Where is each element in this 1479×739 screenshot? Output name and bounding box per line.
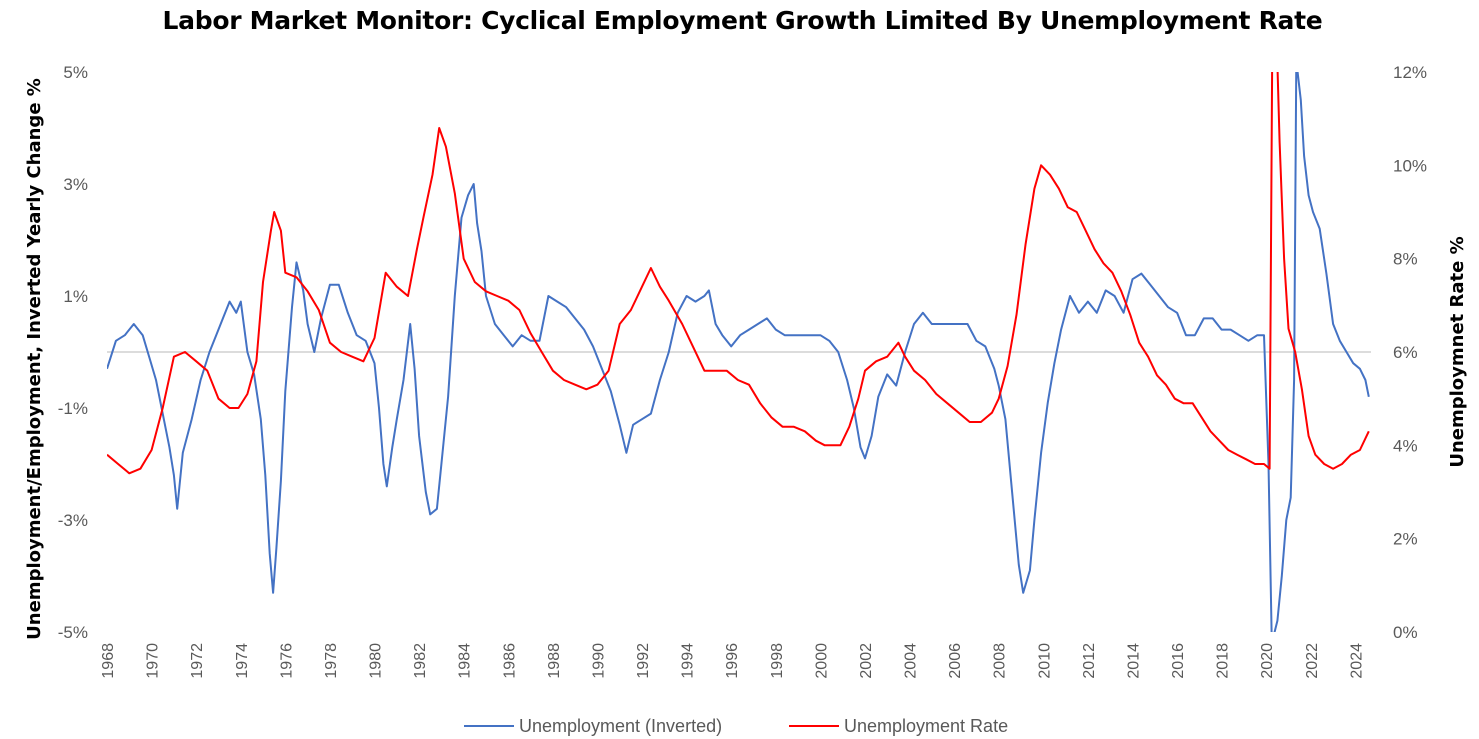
x-tick-label: 2002 xyxy=(858,643,875,679)
x-tick-label: 2006 xyxy=(947,643,964,679)
y-left-tick-label: 1% xyxy=(63,287,88,306)
x-tick-label: 1970 xyxy=(145,643,162,679)
legend-label-unemployment-rate: Unemployment Rate xyxy=(844,716,1008,736)
x-tick-label: 2018 xyxy=(1215,643,1232,679)
legend: Unemployment (Inverted) Unemployment Rat… xyxy=(464,716,1008,736)
y-left-tick-label: -1% xyxy=(58,399,88,418)
y-right-tick-label: 10% xyxy=(1393,156,1427,175)
y-right-tick-label: 2% xyxy=(1393,530,1418,549)
x-tick-label: 2016 xyxy=(1170,643,1187,679)
x-tick-label: 1992 xyxy=(635,643,652,679)
x-tick-label: 1972 xyxy=(189,643,206,679)
y-right-tick-label: 12% xyxy=(1393,63,1427,82)
y-right-axis-title: Unemploymnet Rate % xyxy=(1447,236,1468,467)
series-line-unemployment-inverted xyxy=(107,72,1370,632)
y-right-tick-label: 4% xyxy=(1393,436,1418,455)
chart-title: Labor Market Monitor: Cyclical Employmen… xyxy=(162,6,1323,35)
x-tick-label: 1968 xyxy=(100,643,117,679)
series-line-unemployment-rate xyxy=(107,72,1370,475)
y-left-tick-label: 3% xyxy=(63,175,88,194)
x-tick-label: 2024 xyxy=(1348,643,1365,679)
y-right-tick-label: 6% xyxy=(1393,343,1418,362)
x-tick-label: 2000 xyxy=(813,643,830,679)
y-left-tick-label: 5% xyxy=(63,63,88,82)
x-tick-label: 1986 xyxy=(501,643,518,679)
x-tick-label: 1988 xyxy=(546,643,563,679)
x-tick-label: 1990 xyxy=(590,643,607,679)
x-tick-label: 2022 xyxy=(1304,643,1321,679)
x-tick-label: 2004 xyxy=(903,643,920,679)
x-tick-label: 1980 xyxy=(368,643,385,679)
y-right-tick-label: 8% xyxy=(1393,250,1418,269)
y-left-tick-label: -3% xyxy=(58,511,88,530)
x-tick-label: 2012 xyxy=(1081,643,1098,679)
x-tick-label: 1982 xyxy=(412,643,429,679)
x-tick-label: 1978 xyxy=(323,643,340,679)
x-tick-label: 1976 xyxy=(278,643,295,679)
legend-label-unemployment-inverted: Unemployment (Inverted) xyxy=(519,716,722,736)
x-tick-label: 1994 xyxy=(680,643,697,679)
y-left-tick-label: -5% xyxy=(58,623,88,642)
x-tick-label: 1998 xyxy=(769,643,786,679)
x-tick-label: 2014 xyxy=(1126,643,1143,679)
x-tick-label: 1996 xyxy=(724,643,741,679)
y-right-tick-label: 0% xyxy=(1393,623,1418,642)
y-left-axis-title: Unemployment/Employment, Inverted Yearly… xyxy=(24,78,45,640)
x-tick-label: 1984 xyxy=(457,643,474,679)
x-tick-label: 2020 xyxy=(1259,643,1276,679)
x-tick-label: 2010 xyxy=(1036,643,1053,679)
x-tick-label: 1974 xyxy=(234,643,251,679)
x-tick-label: 2008 xyxy=(992,643,1009,679)
